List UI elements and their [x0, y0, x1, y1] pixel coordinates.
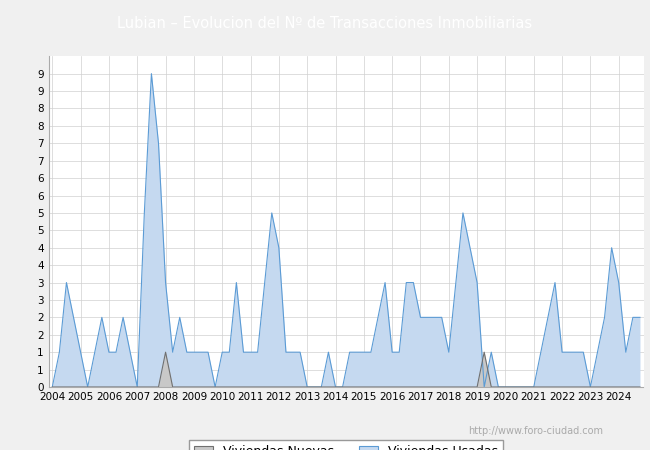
Text: http://www.foro-ciudad.com: http://www.foro-ciudad.com — [468, 426, 603, 436]
Text: Lubian – Evolucion del Nº de Transacciones Inmobiliarias: Lubian – Evolucion del Nº de Transaccion… — [118, 16, 532, 31]
Legend: Viviendas Nuevas, Viviendas Usadas: Viviendas Nuevas, Viviendas Usadas — [189, 441, 503, 450]
